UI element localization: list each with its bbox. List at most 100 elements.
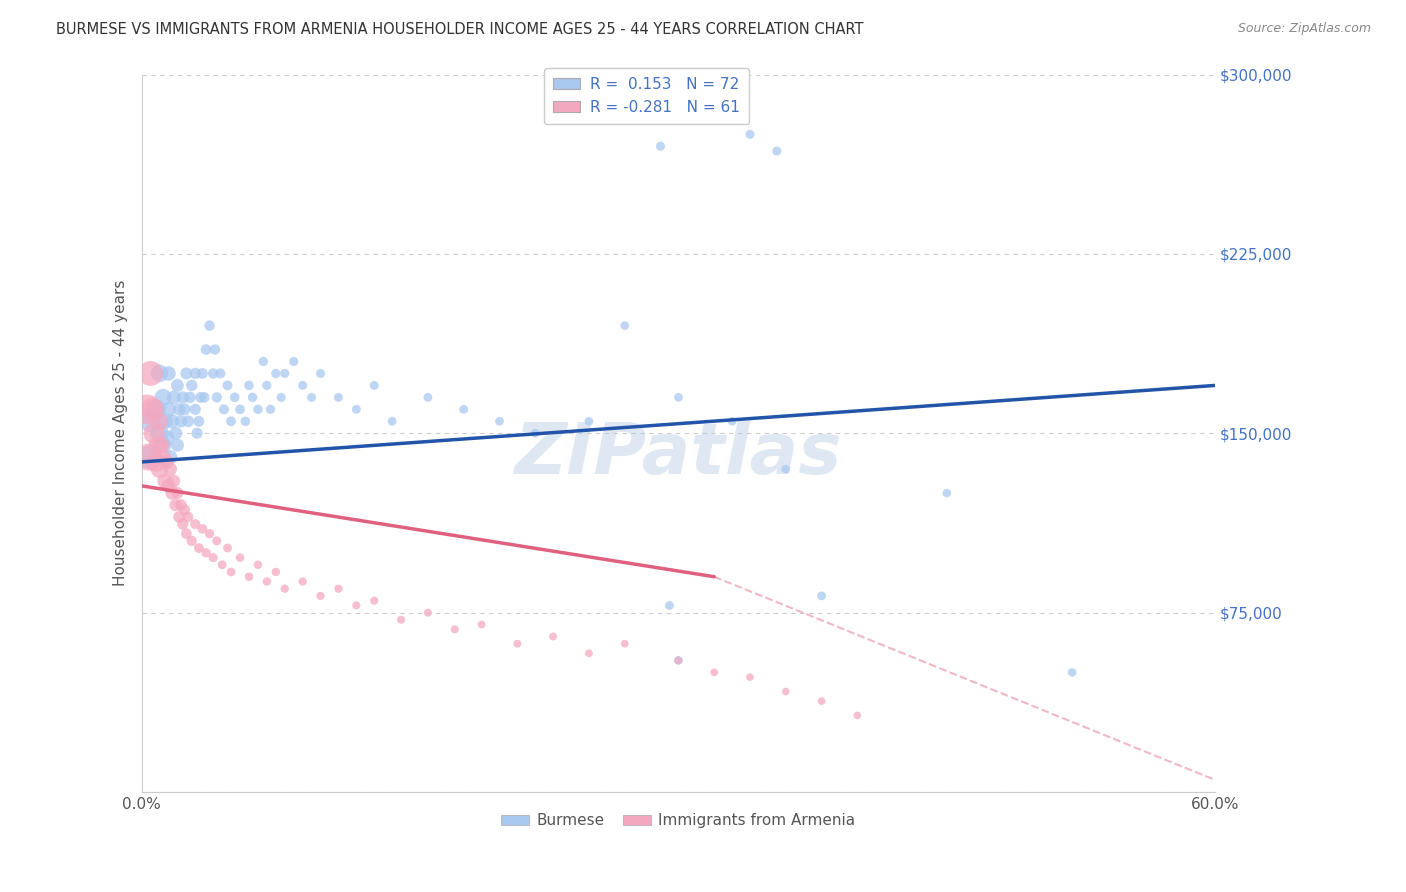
Point [191,367,214,381]
Point [291,378,314,392]
Point [238,570,260,584]
Point [166,438,188,452]
Point [274,367,297,381]
Point [152,390,174,404]
Point [242,390,264,404]
Point [229,550,252,565]
Point [145,455,167,469]
Point [139,450,162,465]
Point [184,367,207,381]
Point [219,565,242,579]
Point [163,474,186,488]
Point [138,450,160,465]
Point [136,402,159,417]
Point [165,426,187,441]
Point [211,558,233,572]
Point [176,526,198,541]
Point [775,684,797,698]
Point [148,414,170,428]
Point [184,517,207,532]
Point [246,558,269,572]
Point [160,486,183,500]
Point [541,630,564,644]
Point [381,414,404,428]
Legend: Burmese, Immigrants from Armenia: Burmese, Immigrants from Armenia [495,807,862,835]
Point [471,617,494,632]
Point [165,498,187,512]
Text: BURMESE VS IMMIGRANTS FROM ARMENIA HOUSEHOLDER INCOME AGES 25 - 44 YEARS CORRELA: BURMESE VS IMMIGRANTS FROM ARMENIA HOUSE… [56,22,863,37]
Point [668,653,690,667]
Point [328,390,350,404]
Point [167,510,190,524]
Point [148,426,170,441]
Point [309,589,332,603]
Point [344,402,367,417]
Point [148,462,170,476]
Point [775,462,797,476]
Point [246,402,269,417]
Point [153,414,176,428]
Point [173,502,195,516]
Point [578,646,600,660]
Point [328,582,350,596]
Point [198,318,221,333]
Point [283,354,305,368]
Point [159,450,181,465]
Point [209,367,232,381]
Point [159,462,181,476]
Point [190,390,212,404]
Point [613,318,636,333]
Point [173,402,195,417]
Point [217,378,239,392]
Point [389,613,412,627]
Point [170,498,193,512]
Text: ZIPatlas: ZIPatlas [515,420,842,490]
Point [172,390,194,404]
Point [184,402,207,417]
Point [650,139,672,153]
Point [204,343,226,357]
Point [187,541,209,555]
Point [195,343,218,357]
Point [141,402,163,417]
Point [176,367,198,381]
Point [721,414,744,428]
Point [195,546,218,560]
Point [256,378,278,392]
Point [453,402,475,417]
Point [256,574,278,589]
Point [163,390,186,404]
Point [668,653,690,667]
Point [766,144,789,158]
Point [274,582,297,596]
Point [152,438,174,452]
Point [156,431,179,445]
Point [198,526,221,541]
Point [238,378,260,392]
Point [344,599,367,613]
Point [156,455,179,469]
Point [810,694,832,708]
Point [186,426,208,441]
Point [935,486,957,500]
Point [170,414,193,428]
Point [259,402,281,417]
Point [187,414,209,428]
Point [160,414,183,428]
Point [668,390,690,404]
Point [524,426,547,441]
Point [145,402,167,417]
Point [202,550,225,565]
Point [212,402,235,417]
Point [148,367,170,381]
Point [166,378,188,392]
Point [703,665,725,680]
Point [146,438,169,452]
Point [177,414,200,428]
Point [157,402,180,417]
Point [150,438,173,452]
Point [205,533,228,548]
Point [191,522,214,536]
Point [205,390,228,404]
Point [219,414,242,428]
